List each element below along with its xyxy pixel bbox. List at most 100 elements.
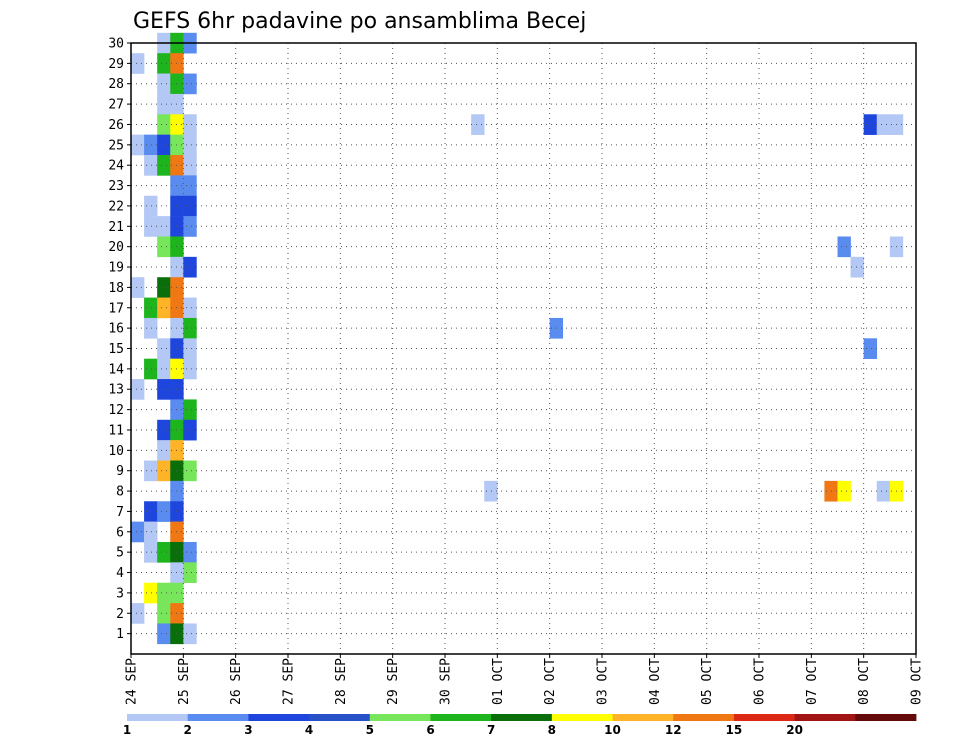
heatmap-cell [183, 358, 197, 380]
heatmap-cell [144, 521, 158, 543]
y-tick-label: 6 [116, 525, 124, 540]
heatmap-cell [157, 460, 171, 482]
colorbar-swatch [430, 714, 492, 721]
heatmap-cell [157, 338, 171, 359]
heatmap-cell [157, 623, 171, 645]
x-tick-label: 30 SEP [439, 658, 454, 705]
y-tick-label: 29 [108, 57, 124, 72]
heatmap-cell [144, 317, 158, 339]
y-tick-label: 30 [108, 37, 124, 52]
heatmap-cell [157, 440, 171, 461]
heatmap-cell [157, 582, 171, 604]
heatmap-cell [157, 603, 171, 624]
heatmap-cell [876, 114, 891, 135]
colorbar-swatch [673, 714, 735, 721]
y-tick-label: 19 [108, 261, 124, 276]
y-tick-label: 4 [116, 566, 124, 581]
heatmap-cell [144, 541, 158, 563]
x-tick-label: 08 OCT [857, 658, 872, 705]
y-tick-label: 12 [108, 403, 124, 418]
heatmap-cell [157, 541, 171, 563]
x-tick-label: 24 SEP [125, 658, 140, 705]
heatmap-cell [131, 53, 145, 74]
x-tick-label: 06 OCT [753, 658, 768, 705]
colorbar-swatch [612, 714, 674, 721]
y-tick-label: 9 [116, 464, 124, 479]
heatmap-cell [144, 582, 158, 604]
heatmap-cell [183, 623, 197, 645]
heatmap-cell [144, 501, 158, 522]
heatmap-cell [131, 521, 145, 543]
heatmap-cell [144, 216, 158, 237]
heatmap-cell [183, 195, 197, 217]
y-axis-ticks: 1234567891011121314151617181920212223242… [108, 37, 131, 642]
colorbar-label: 15 [726, 723, 743, 737]
y-tick-label: 10 [108, 444, 124, 459]
heatmap-cell [131, 277, 145, 298]
colorbar-label: 8 [548, 723, 556, 737]
heatmap-cell [183, 399, 197, 421]
y-tick-label: 21 [108, 220, 124, 235]
heatmap-cell [183, 73, 197, 95]
heatmap-cell [157, 358, 171, 380]
colorbar-swatch [248, 714, 310, 721]
heatmap-cell [144, 460, 158, 482]
x-tick-label: 29 SEP [386, 658, 401, 705]
x-tick-label: 25 SEP [177, 658, 192, 705]
heatmap-cell [484, 480, 498, 502]
heatmap-cell [837, 236, 851, 258]
y-tick-label: 28 [108, 77, 124, 92]
colorbar-swatch [491, 714, 553, 721]
colorbar-label: 10 [604, 723, 621, 737]
colorbar-label: 5 [366, 723, 374, 737]
colorbar-swatch [733, 714, 796, 721]
heatmap-cell [157, 236, 171, 258]
y-tick-label: 11 [108, 423, 124, 438]
heatmap-cell [183, 317, 197, 339]
heatmap-cell [157, 73, 171, 95]
heatmap-cells [131, 32, 904, 645]
colorbar-swatch [794, 714, 856, 721]
heatmap-cell [131, 603, 145, 624]
colorbar-label: 3 [244, 723, 252, 737]
x-tick-label: 02 OCT [543, 658, 558, 705]
heatmap-cell [157, 379, 171, 400]
grid-lines [131, 42, 916, 654]
colorbar-label: 20 [786, 723, 803, 737]
colorbar-swatch [369, 714, 431, 721]
heatmap-cell [837, 480, 851, 502]
y-tick-label: 5 [116, 546, 124, 561]
colorbar-label: 6 [426, 723, 434, 737]
x-tick-label: 04 OCT [648, 658, 663, 705]
heatmap-cell [157, 134, 171, 156]
x-tick-label: 09 OCT [910, 658, 925, 705]
heatmap-cell [157, 114, 171, 135]
y-tick-label: 13 [108, 383, 124, 398]
y-tick-label: 3 [116, 586, 124, 601]
heatmap-cell [144, 297, 158, 319]
heatmap-cell [131, 379, 145, 400]
y-tick-label: 14 [108, 362, 124, 377]
colorbar-label: 4 [305, 723, 313, 737]
colorbar-swatch [551, 714, 613, 721]
heatmap-cell [157, 419, 171, 441]
heatmap-cell [183, 114, 197, 135]
y-tick-label: 1 [116, 627, 124, 642]
colorbar-label: 1 [123, 723, 131, 737]
heatmap-cell [157, 277, 171, 298]
heatmap-cell [157, 53, 171, 74]
colorbar-swatch [187, 714, 249, 721]
chart-title: GEFS 6hr padavine po ansamblima Becej [133, 9, 586, 34]
heatmap-cell [157, 216, 171, 237]
colorbar-swatch [309, 714, 371, 721]
heatmap-cell [144, 155, 158, 176]
y-tick-label: 18 [108, 281, 124, 296]
heatmap-cell [183, 134, 197, 156]
x-tick-label: 07 OCT [805, 658, 820, 705]
colorbar-swatch [127, 714, 189, 721]
heatmap-cell [183, 216, 197, 237]
colorbar-label: 2 [184, 723, 192, 737]
heatmap-cell [183, 338, 197, 359]
heatmap-cell [144, 358, 158, 380]
